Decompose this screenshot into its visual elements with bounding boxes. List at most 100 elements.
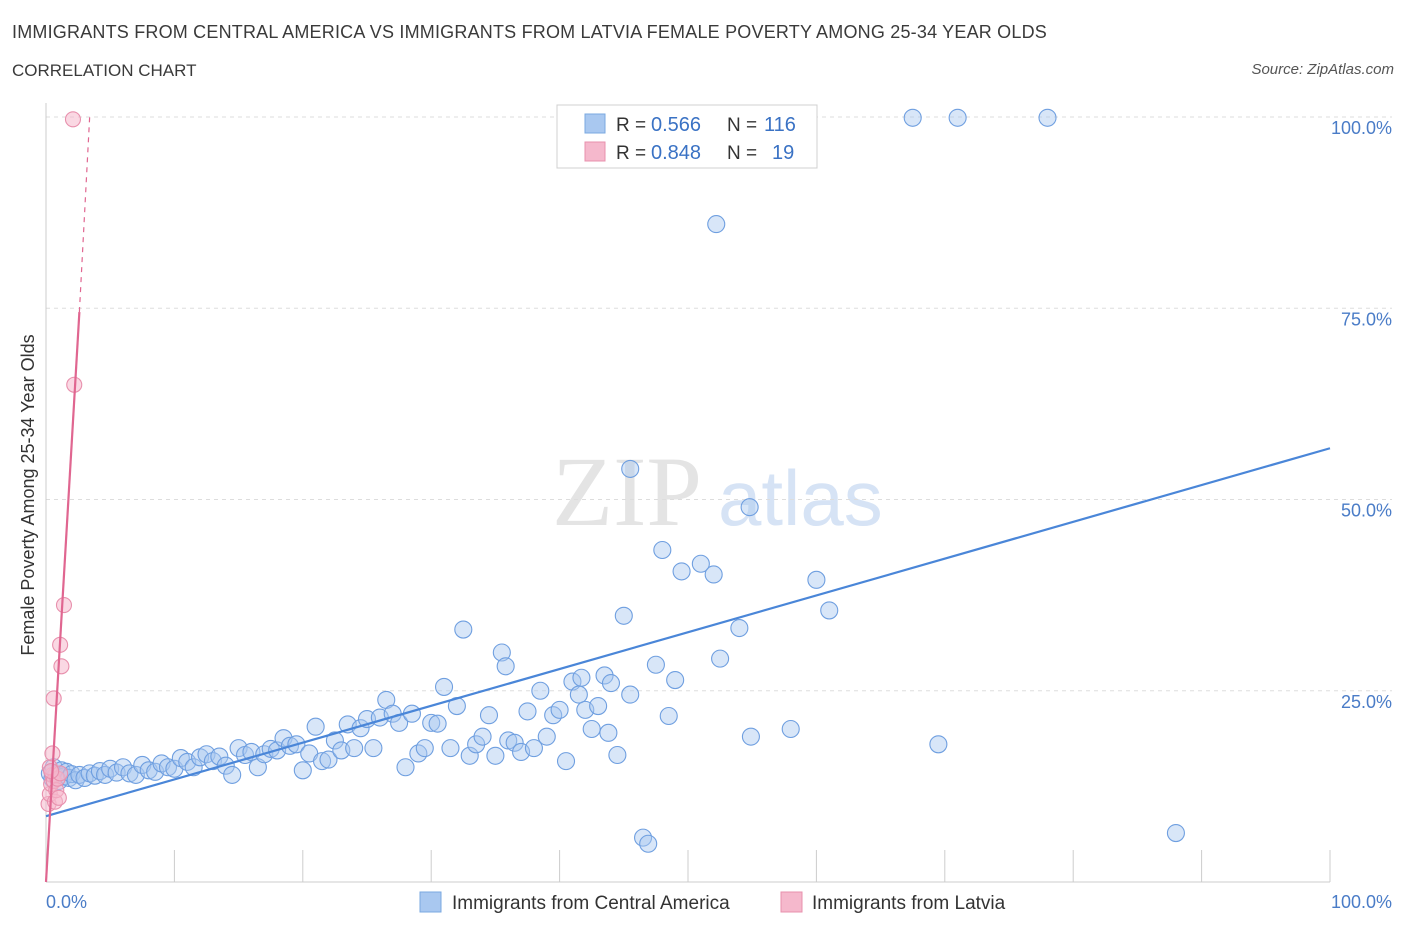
data-point-central-america bbox=[691, 554, 710, 573]
chart-title: IMMIGRANTS FROM CENTRAL AMERICA VS IMMIG… bbox=[12, 22, 1047, 42]
data-point-central-america bbox=[572, 668, 591, 687]
data-point-central-america bbox=[537, 727, 556, 746]
data-point-central-america bbox=[707, 215, 726, 234]
data-point-central-america bbox=[441, 739, 460, 758]
data-point-central-america bbox=[120, 764, 139, 783]
tick-labels: 25.0% 50.0% 75.0% 100.0% 0.0% 100.0% bbox=[46, 118, 1392, 912]
data-point-latvia bbox=[64, 111, 82, 128]
data-point-central-america bbox=[711, 649, 730, 668]
data-point-central-america bbox=[903, 108, 922, 127]
data-point-central-america bbox=[929, 735, 948, 754]
data-point-latvia bbox=[55, 597, 73, 614]
trend-lines bbox=[44, 116, 1331, 883]
series-latvia bbox=[40, 111, 83, 813]
data-point-central-america bbox=[621, 685, 640, 704]
data-point-central-america bbox=[659, 706, 678, 726]
x-tick-label: 100.0% bbox=[1331, 892, 1392, 912]
data-point-central-america bbox=[741, 727, 760, 746]
data-point-central-america bbox=[595, 666, 614, 685]
data-point-central-america bbox=[807, 570, 826, 589]
data-point-central-america bbox=[524, 739, 543, 758]
data-point-central-america bbox=[428, 714, 447, 733]
data-point-central-america bbox=[415, 739, 434, 758]
data-point-central-america bbox=[210, 747, 229, 766]
trendline-latvia-extension bbox=[78, 116, 91, 313]
data-point-central-america bbox=[434, 677, 454, 696]
legend-r-value-latvia: 0.848 bbox=[651, 142, 701, 164]
data-point-central-america bbox=[1038, 108, 1057, 127]
data-point-central-america bbox=[672, 562, 691, 581]
y-axis-label: Female Poverty Among 25-34 Year Olds bbox=[18, 334, 38, 655]
data-point-central-america bbox=[325, 731, 344, 750]
data-point-central-america bbox=[666, 670, 685, 690]
legend-r-value-central-america: 0.566 bbox=[651, 114, 701, 136]
data-point-central-america bbox=[223, 765, 242, 784]
series-legend: Immigrants from Central America Immigran… bbox=[419, 891, 1006, 914]
data-point-central-america bbox=[492, 643, 511, 662]
data-point-central-america bbox=[496, 657, 515, 676]
data-point-central-america bbox=[486, 746, 505, 765]
data-point-central-america bbox=[569, 685, 588, 704]
data-point-central-america bbox=[948, 108, 967, 127]
data-point-central-america bbox=[184, 758, 203, 777]
legend-n-label: N = bbox=[727, 143, 757, 164]
data-point-central-america bbox=[614, 606, 633, 625]
data-point-central-america bbox=[473, 727, 492, 746]
data-point-central-america bbox=[582, 719, 601, 739]
data-point-central-america bbox=[608, 745, 627, 765]
trendline-central-america bbox=[45, 447, 1331, 818]
data-point-central-america bbox=[621, 459, 640, 478]
legend-n-value-central-america: 116 bbox=[764, 114, 796, 136]
y-tick-label: 50.0% bbox=[1341, 501, 1392, 521]
y-tick-label: 100.0% bbox=[1331, 118, 1392, 138]
data-point-central-america bbox=[589, 696, 608, 716]
data-point-central-america bbox=[531, 681, 550, 700]
gridlines bbox=[46, 116, 1392, 692]
data-point-central-america bbox=[653, 540, 672, 560]
data-point-central-america bbox=[505, 733, 524, 752]
legend-n-value-latvia: 19 bbox=[772, 142, 794, 164]
bottom-legend-latvia: Immigrants from Latvia bbox=[812, 893, 1006, 914]
correlation-legend: R = 0.566 N = 116 R = 0.848 N = 19 bbox=[556, 104, 818, 169]
bottom-legend-swatch-latvia bbox=[780, 891, 803, 913]
y-tick-label: 75.0% bbox=[1341, 309, 1392, 329]
data-point-central-america bbox=[364, 739, 383, 758]
data-point-central-america bbox=[479, 706, 499, 725]
legend-n-label: N = bbox=[727, 115, 757, 136]
data-point-central-america bbox=[550, 700, 569, 719]
data-point-central-america bbox=[518, 702, 537, 721]
legend-r-label: R = bbox=[616, 143, 646, 164]
x-tick-label: 0.0% bbox=[46, 892, 87, 912]
data-point-central-america bbox=[422, 713, 441, 732]
data-point-central-america bbox=[454, 620, 473, 639]
data-point-central-america bbox=[158, 758, 178, 777]
legend-swatch-central-america bbox=[584, 113, 606, 134]
data-point-central-america bbox=[820, 601, 839, 620]
data-point-central-america bbox=[639, 834, 658, 853]
data-point-latvia bbox=[45, 690, 62, 707]
data-point-latvia bbox=[50, 789, 67, 806]
data-point-central-america bbox=[345, 739, 364, 758]
watermark-zip: ZIP bbox=[552, 436, 702, 547]
data-point-central-america bbox=[730, 618, 749, 638]
data-point-central-america bbox=[601, 674, 621, 693]
data-point-central-america bbox=[306, 717, 325, 736]
data-point-central-america bbox=[467, 735, 486, 754]
data-point-central-america bbox=[396, 758, 415, 777]
data-point-central-america bbox=[646, 655, 665, 674]
data-point-central-america bbox=[460, 746, 479, 765]
watermark-atlas: atlas bbox=[718, 454, 883, 542]
legend-swatch-latvia bbox=[584, 141, 606, 162]
data-point-central-america bbox=[781, 719, 800, 739]
legend-r-label: R = bbox=[616, 115, 646, 136]
trendline-latvia bbox=[44, 312, 81, 883]
data-point-central-america bbox=[313, 752, 332, 771]
data-point-central-america bbox=[319, 750, 338, 769]
bottom-legend-swatch-central-america bbox=[419, 891, 442, 913]
data-point-latvia bbox=[53, 658, 70, 675]
data-point-central-america bbox=[556, 752, 576, 771]
data-point-central-america bbox=[704, 565, 723, 584]
bottom-legend-central-america: Immigrants from Central America bbox=[452, 893, 730, 914]
chart-subtitle: CORRELATION CHART bbox=[12, 61, 197, 80]
